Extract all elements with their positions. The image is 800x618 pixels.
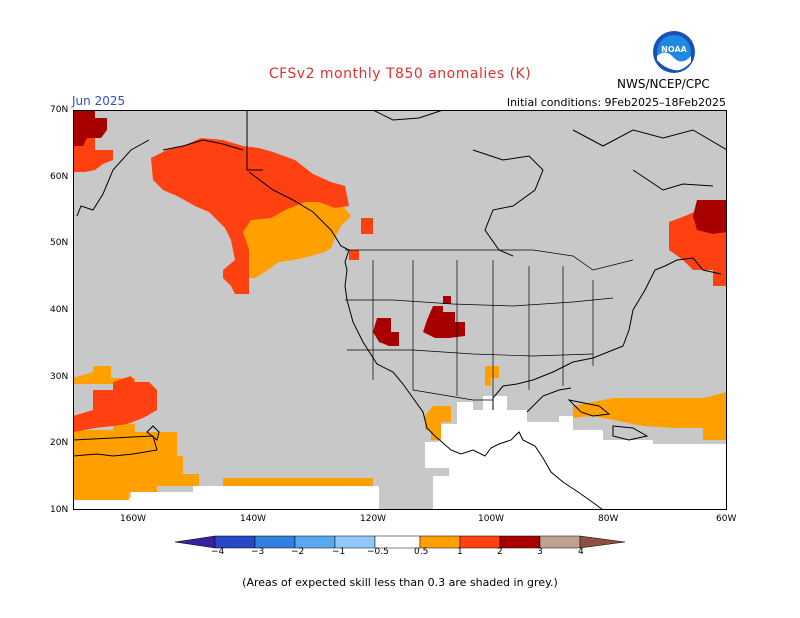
colorbar-label: −4 <box>211 547 225 557</box>
anomaly-map <box>73 110 727 510</box>
lat-label-50n: 50N <box>50 238 69 248</box>
lat-label-70n: 70N <box>50 105 69 115</box>
colorbar-label: −2 <box>291 547 305 557</box>
frame <box>73 110 727 510</box>
colorbar-label: 2 <box>497 547 503 557</box>
lon-label-140w: 140W <box>240 514 267 524</box>
lat-label-30n: 30N <box>50 372 69 382</box>
colorbar-label: −3 <box>251 547 265 557</box>
colorbar-label: 3 <box>537 547 543 557</box>
skill-footnote: (Areas of expected skill less than 0.3 a… <box>242 576 558 589</box>
lat-label-40n: 40N <box>50 305 69 315</box>
lat-label-60n: 60N <box>50 172 69 182</box>
lon-label-80w: 80W <box>598 514 619 524</box>
white-region-tropics <box>425 396 727 510</box>
colorbar-label: 4 <box>578 547 584 557</box>
lon-label-120w: 120W <box>360 514 387 524</box>
forecast-month: Jun 2025 <box>72 94 126 108</box>
logo-text: NOAA <box>661 45 687 54</box>
initial-conditions: Initial conditions: 9Feb2025–18Feb2025 <box>506 96 726 109</box>
lon-label-60w: 60W <box>716 514 737 524</box>
colorbar-arrow-high <box>579 535 625 549</box>
colorbar-arrow-low <box>175 535 216 549</box>
colorbar-bin <box>539 535 581 549</box>
map-title: CFSv2 monthly T850 anomalies (K) <box>268 66 532 82</box>
colorbar-label: 1 <box>457 547 463 557</box>
colorbar-label: −1 <box>332 547 346 557</box>
state-borders <box>345 249 634 401</box>
colorbar-label: −0.5 <box>367 547 389 557</box>
lon-label-100w: 100W <box>478 514 505 524</box>
lon-label-160w: 160W <box>120 514 147 524</box>
anomaly-2-3-areas <box>73 110 727 346</box>
colorbar-bin <box>499 535 541 549</box>
colorbar-label: 0.5 <box>414 547 429 557</box>
anomaly-0.5-1-areas <box>73 194 727 500</box>
colorbar-bin <box>459 535 501 549</box>
coastlines <box>73 110 727 510</box>
agency-label: NWS/NCEP/CPC <box>617 77 710 91</box>
color-scale-bar <box>175 535 625 549</box>
lat-label-10n: 10N <box>50 505 69 515</box>
lat-label-20n: 20N <box>50 438 69 448</box>
noaa-logo-icon: NOAA <box>653 31 695 73</box>
